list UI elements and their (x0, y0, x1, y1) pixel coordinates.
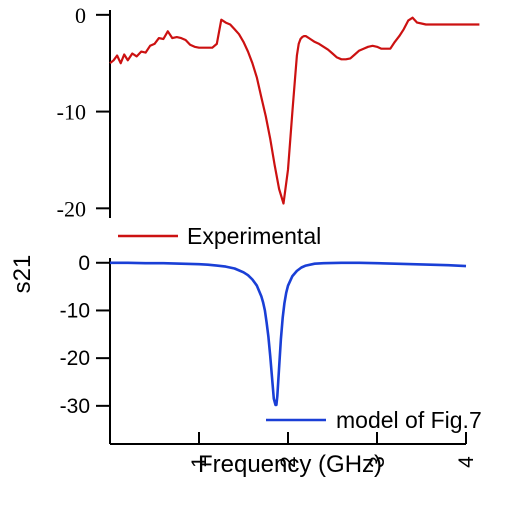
top-y-ticks: 0 -10 -20 (57, 3, 110, 221)
y-axis-label: s21 (9, 255, 36, 294)
bottom-x-tick-label: 2 (277, 456, 300, 468)
bottom-y-ticks: 0 -10 -20 -30 (60, 252, 110, 418)
top-legend: Experimental (118, 223, 321, 249)
bottom-panel: 0 -10 -20 -30 1 2 3 4 model of Fig.7 Frequency… (60, 252, 482, 478)
x-axis-label: Frequency (GHz) (198, 451, 382, 478)
model-series-line (110, 261, 467, 407)
top-y-tick-label: 0 (75, 3, 86, 28)
bottom-x-tick-label: 4 (455, 456, 478, 468)
bottom-legend: model of Fig.7 (266, 407, 482, 433)
bottom-y-tick-label: 0 (78, 252, 90, 275)
bottom-x-tick-label: 3 (366, 456, 389, 468)
bottom-x-tick-label: 1 (188, 456, 211, 468)
bottom-x-ticks: 1 2 3 4 (188, 432, 478, 468)
experimental-series-line (109, 16, 480, 205)
bottom-y-tick-label: -10 (60, 299, 90, 322)
bottom-y-tick-label: -30 (60, 395, 90, 418)
top-panel: 0 -10 -20 Experimental (57, 3, 480, 249)
top-y-tick-label: -20 (57, 196, 86, 221)
top-y-tick-label: -10 (57, 100, 86, 125)
bottom-y-tick-label: -20 (60, 347, 90, 370)
model-legend-label: model of Fig.7 (336, 407, 482, 433)
experimental-legend-label: Experimental (187, 223, 321, 249)
